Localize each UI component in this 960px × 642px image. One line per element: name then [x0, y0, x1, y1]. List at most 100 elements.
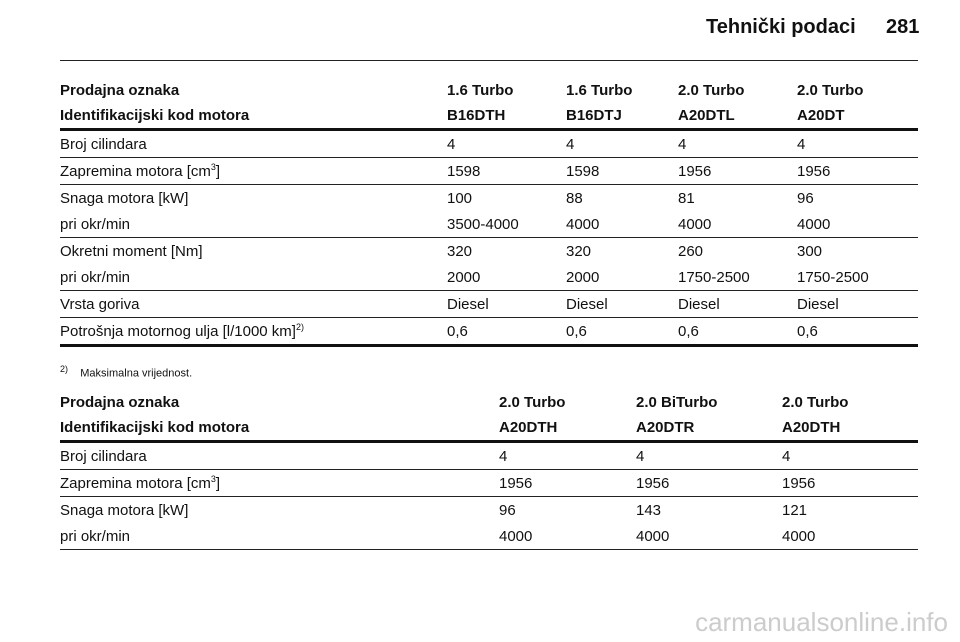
cell: 4000 [797, 211, 918, 238]
cell: 0,6 [566, 317, 678, 347]
cell: 4 [447, 129, 566, 158]
label-text: Okretni moment [Nm] [60, 242, 203, 260]
row-label: pri okr/min [60, 211, 447, 238]
label-suffix: ] [215, 475, 221, 492]
header-rule [60, 60, 918, 61]
row: pri okr/min 4000 4000 4000 [60, 523, 918, 550]
cell: 1956 [636, 469, 782, 497]
cell: 1956 [499, 469, 636, 497]
spec-table: Prodajna oznaka 2.0 Turbo 2.0 BiTurbo 2.0 T… [60, 390, 918, 550]
label-text: Vrsta goriva [60, 295, 140, 313]
cell: 1598 [566, 157, 678, 185]
head-row: Identifikacijski kod motora A20DTH A20DTR A… [60, 415, 918, 443]
label-text: Zapremina motora [cm [60, 475, 211, 492]
cell: 1598 [447, 157, 566, 185]
row: Zapremina motora [cm3] 1598 1598 1956 1956 [60, 157, 918, 185]
row-label: pri okr/min [60, 523, 499, 550]
cell: 4 [797, 129, 918, 158]
footnote-mark: 2) [60, 364, 69, 374]
spec-table: Prodajna oznaka 1.6 Turbo 1.6 Turbo 2.0 Tur… [60, 78, 918, 347]
head-cell: A20DTL [678, 103, 797, 131]
label-text: Potrošnja motornog ulja [l/1000 km] [60, 323, 296, 340]
row: Broj cilindara 4 4 4 [60, 441, 918, 470]
row-label: pri okr/min [60, 264, 447, 291]
cell: 121 [782, 501, 808, 519]
cell: 1750-2500 [678, 264, 797, 291]
cell: Diesel [797, 290, 918, 318]
label-suffix: ] [215, 163, 221, 180]
head-cell: B16DTJ [566, 103, 678, 131]
row: Vrsta goriva Diesel Diesel Diesel Diesel [60, 290, 918, 318]
row: Snaga motora [kW] 100 88 81 96 [60, 185, 918, 212]
cell: 2000 [447, 264, 566, 291]
label-text: Snaga motora [kW] [60, 501, 189, 519]
head-cell: Prodajna oznaka [60, 394, 180, 411]
cell: 143 [636, 501, 662, 519]
section-title: Tehnički podaci [706, 16, 856, 38]
cell: 1956 [797, 157, 918, 185]
cell: 0,6 [678, 317, 797, 347]
cell: 300 [797, 242, 823, 260]
cell: 100 [447, 189, 473, 207]
label-text: pri okr/min [60, 268, 131, 286]
head-cell: A20DTH [499, 415, 636, 443]
footnote: 2) Maksimalna vrijednost. [60, 364, 192, 380]
cell: 4 [566, 129, 678, 158]
head-cell: A20DT [797, 103, 918, 131]
label-text: Broj cilindara [60, 135, 147, 153]
table-head: Prodajna oznaka 1.6 Turbo 1.6 Turbo 2.0 Tur… [60, 78, 918, 131]
cell: 81 [678, 189, 695, 207]
cell: 4 [678, 129, 797, 158]
row-label: Broj cilindara [60, 129, 447, 158]
head-cell: A20DTR [636, 415, 782, 443]
label-text: pri okr/min [60, 215, 131, 233]
head-cell: Identifikacijski kod motora [60, 415, 499, 443]
row: pri okr/min 3500-4000 4000 4000 4000 [60, 211, 918, 238]
row-label: Zapremina motora [cm3] [60, 157, 447, 185]
cell: 4000 [636, 523, 782, 550]
row-label: Zapremina motora [cm3] [60, 469, 499, 497]
label-text: Broj cilindara [60, 447, 147, 465]
row-label: Snaga motora [kW] [60, 497, 499, 524]
head-row: Prodajna oznaka 1.6 Turbo 1.6 Turbo 2.0 Tur… [60, 78, 918, 103]
row-label: Potrošnja motornog ulja [l/1000 km]2) [60, 317, 447, 347]
row: Broj cilindara 4 4 4 4 [60, 129, 918, 158]
table-head: Prodajna oznaka 2.0 Turbo 2.0 BiTurbo 2.0 T… [60, 390, 918, 443]
row-label: Snaga motora [kW] [60, 185, 447, 212]
cell: 96 [499, 501, 516, 519]
cell: 1956 [678, 157, 797, 185]
superscript: 3 [210, 162, 216, 172]
head-cell: B16DTH [447, 103, 566, 131]
cell: 4 [636, 441, 782, 470]
head-cell: 2.0 BiTurbo [636, 394, 718, 411]
cell: 4000 [782, 523, 918, 550]
row: Okretni moment [Nm] 320 320 260 300 [60, 238, 918, 265]
cell: 4000 [499, 523, 636, 550]
table-body: Broj cilindara 4 4 4 4 Zapremina motora [cm3]… [60, 129, 918, 347]
watermark: carmanualsonline.info [695, 607, 948, 637]
label-text: Zapremina motora [cm [60, 163, 211, 180]
row: Zapremina motora [cm3] 1956 1956 1956 [60, 469, 918, 497]
table-body: Broj cilindara 4 4 4 Zapremina motora [cm3] 1… [60, 441, 918, 550]
row: Potrošnja motornog ulja [l/1000 km]2) 0,6… [60, 317, 918, 347]
cell: 0,6 [797, 317, 918, 347]
cell: 320 [566, 242, 592, 260]
row-label: Vrsta goriva [60, 290, 447, 318]
label-text: Snaga motora [kW] [60, 189, 189, 207]
superscript: 2) [295, 322, 304, 332]
label-text: pri okr/min [60, 527, 131, 545]
row: pri okr/min 2000 2000 1750-2500 1750-2500 [60, 264, 918, 291]
cell: 1956 [782, 469, 918, 497]
head-cell: A20DTH [782, 415, 918, 443]
row: Snaga motora [kW] 96 143 121 [60, 497, 918, 524]
head-cell: 1.6 Turbo [447, 82, 514, 99]
cell: 2000 [566, 264, 678, 291]
cell: 0,6 [447, 317, 566, 347]
head-cell: Identifikacijski kod motora [60, 103, 447, 131]
cell: 4000 [566, 211, 678, 238]
cell: Diesel [566, 290, 678, 318]
cell: 4 [782, 441, 918, 470]
row-label: Broj cilindara [60, 441, 499, 470]
head-cell: 2.0 Turbo [499, 394, 566, 411]
